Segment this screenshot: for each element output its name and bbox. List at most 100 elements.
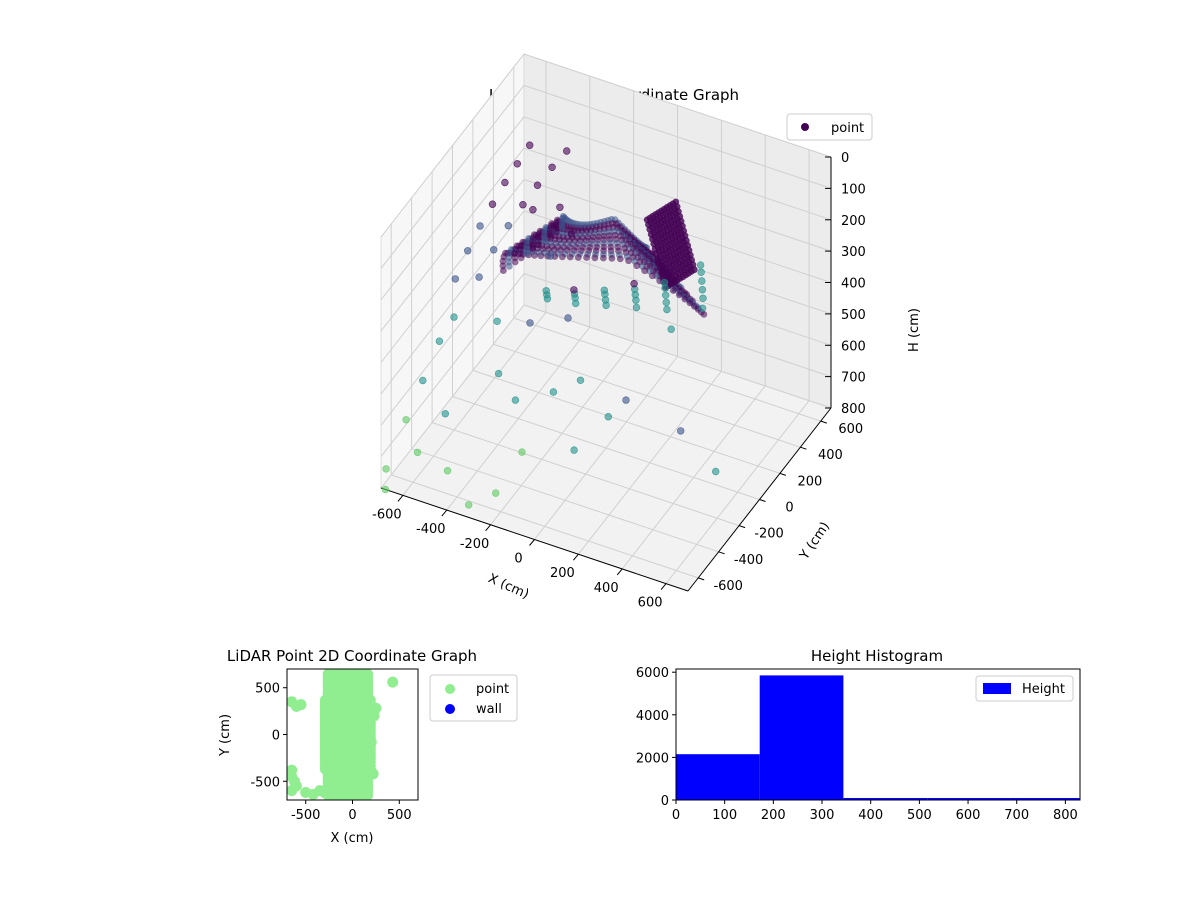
chart3d-xtick <box>397 495 404 502</box>
chart2d-ytick-label: -500 <box>250 775 280 790</box>
chart3d-ztick-label: 0 <box>841 151 849 166</box>
chart3d-point <box>632 303 641 312</box>
chart3d-point <box>501 178 509 187</box>
chart3d-ztick-label: 600 <box>841 339 866 354</box>
chart3d-ytick <box>800 446 807 450</box>
chart3d-point <box>686 299 694 307</box>
hist-xtick-label: 400 <box>858 808 883 823</box>
chart3d-point <box>547 232 554 240</box>
hist-bar <box>1010 798 1080 800</box>
chart3d-point <box>492 489 500 497</box>
chart3d-point <box>526 319 534 327</box>
chart3d-gridline-h-left <box>380 273 525 457</box>
chart2d-legend-marker-wall <box>445 704 455 714</box>
chart3d-point <box>681 295 689 303</box>
chart3d-point <box>600 286 608 294</box>
hist-ytick-label: 2000 <box>636 751 669 766</box>
chart2d-point <box>295 699 307 711</box>
panel-3d-scatter: LiDAR Point 3D Coordinate Graph -600-400… <box>372 52 922 611</box>
chart3d-xtick-label: 0 <box>514 552 522 567</box>
chart3d-point <box>413 448 422 457</box>
chart3d-ztick-label: 300 <box>841 245 866 260</box>
chart3d-point <box>608 255 616 262</box>
chart3d-point <box>505 262 513 270</box>
chart3d-point <box>549 388 558 396</box>
chart3d-gridline-y-floor <box>431 422 740 527</box>
chart3d-gridline-h-left <box>380 147 525 332</box>
chart2d-point <box>365 736 377 748</box>
chart3d-point <box>570 286 578 294</box>
chart3d-ztick-label: 800 <box>841 402 866 417</box>
chart3d-point <box>548 163 556 172</box>
chart3d-gridline-y-floor <box>452 396 760 500</box>
chart3d-point <box>517 254 525 262</box>
chart2d-point <box>287 764 298 776</box>
chart3d-point <box>675 291 683 299</box>
chart3d-point <box>553 228 560 236</box>
chart3d-point <box>476 222 484 230</box>
chart2d-point <box>337 787 349 798</box>
chart2d-legend-marker-point <box>445 684 455 694</box>
hist-bar <box>927 798 1011 800</box>
chart2d-point <box>370 702 382 714</box>
chart3d-points <box>381 141 720 509</box>
chart3d-point <box>523 250 531 257</box>
chart3d-point <box>546 252 555 260</box>
chart2d-legend-label-point: point <box>476 682 509 697</box>
chart3d-xtick <box>660 583 667 590</box>
chart3d-gridline-h-left <box>380 85 525 269</box>
chart3d-point <box>556 203 564 212</box>
chart3d-point <box>511 396 520 404</box>
chart3d-ytick-label: -600 <box>713 579 743 594</box>
chart3d-ytick <box>738 525 746 529</box>
hist-bar <box>843 798 928 800</box>
chart3d-point <box>562 147 571 155</box>
chart3d-ztick-label: 500 <box>841 308 866 323</box>
chart3d-point <box>604 413 612 421</box>
hist-bar <box>676 754 760 800</box>
chart3d-point <box>419 376 427 385</box>
chart3d-ytick-label: 400 <box>818 448 843 463</box>
hist-xtick-label: 600 <box>956 808 981 823</box>
chart3d-xtick <box>573 553 579 561</box>
chart3d-gridline-y-floor <box>513 317 821 422</box>
chart2d-point <box>387 676 399 688</box>
chart3d-point <box>633 262 641 270</box>
chart3d-xtick-label: -400 <box>416 522 446 537</box>
chart2d-xtick-label: -500 <box>291 808 321 823</box>
chart3d-point <box>662 298 670 307</box>
chart3d-gridline-h-left <box>380 53 525 238</box>
chart3d-gridline-y-floor <box>493 343 801 448</box>
chart3d-point <box>591 254 599 262</box>
chart2d-point <box>363 715 375 726</box>
hist-ytick-label: 6000 <box>636 666 669 681</box>
chart3d-point <box>570 446 578 454</box>
chart3d-xtick <box>529 539 535 546</box>
chart3d-point <box>494 369 503 378</box>
chart3d-point <box>504 222 512 230</box>
hist-legend-frame <box>975 675 1074 702</box>
chart3d-point <box>451 275 459 283</box>
chart3d-ztick-label: 700 <box>841 371 866 386</box>
chart3d-point <box>690 266 698 274</box>
chart3d-ytick-label: 200 <box>797 474 822 489</box>
hist-xtick-label: 300 <box>810 808 835 823</box>
chart3d-point <box>529 206 537 214</box>
chart3d-ytick-label: -200 <box>754 527 784 542</box>
chart3d-gridline-h-left <box>380 304 525 489</box>
chart3d-point <box>542 287 550 295</box>
chart3d-point <box>630 280 638 288</box>
chart3d-gridline-y-floor <box>472 369 781 474</box>
chart3d-point <box>559 253 566 261</box>
chart3d-point <box>698 277 706 285</box>
chart3d-ytick-label: 0 <box>785 501 793 516</box>
chart3d-point <box>649 272 656 280</box>
chart3d-xtick <box>616 568 623 576</box>
chart3d-gridline-h-back <box>523 84 832 189</box>
chart2d-point <box>353 669 365 680</box>
hist-xtick-label: 800 <box>1053 808 1078 823</box>
chart3d-xtick-label: 400 <box>594 581 619 596</box>
chart3d-point <box>513 160 521 168</box>
chart2d-title: LiDAR Point 2D Coordinate Graph <box>227 647 477 665</box>
